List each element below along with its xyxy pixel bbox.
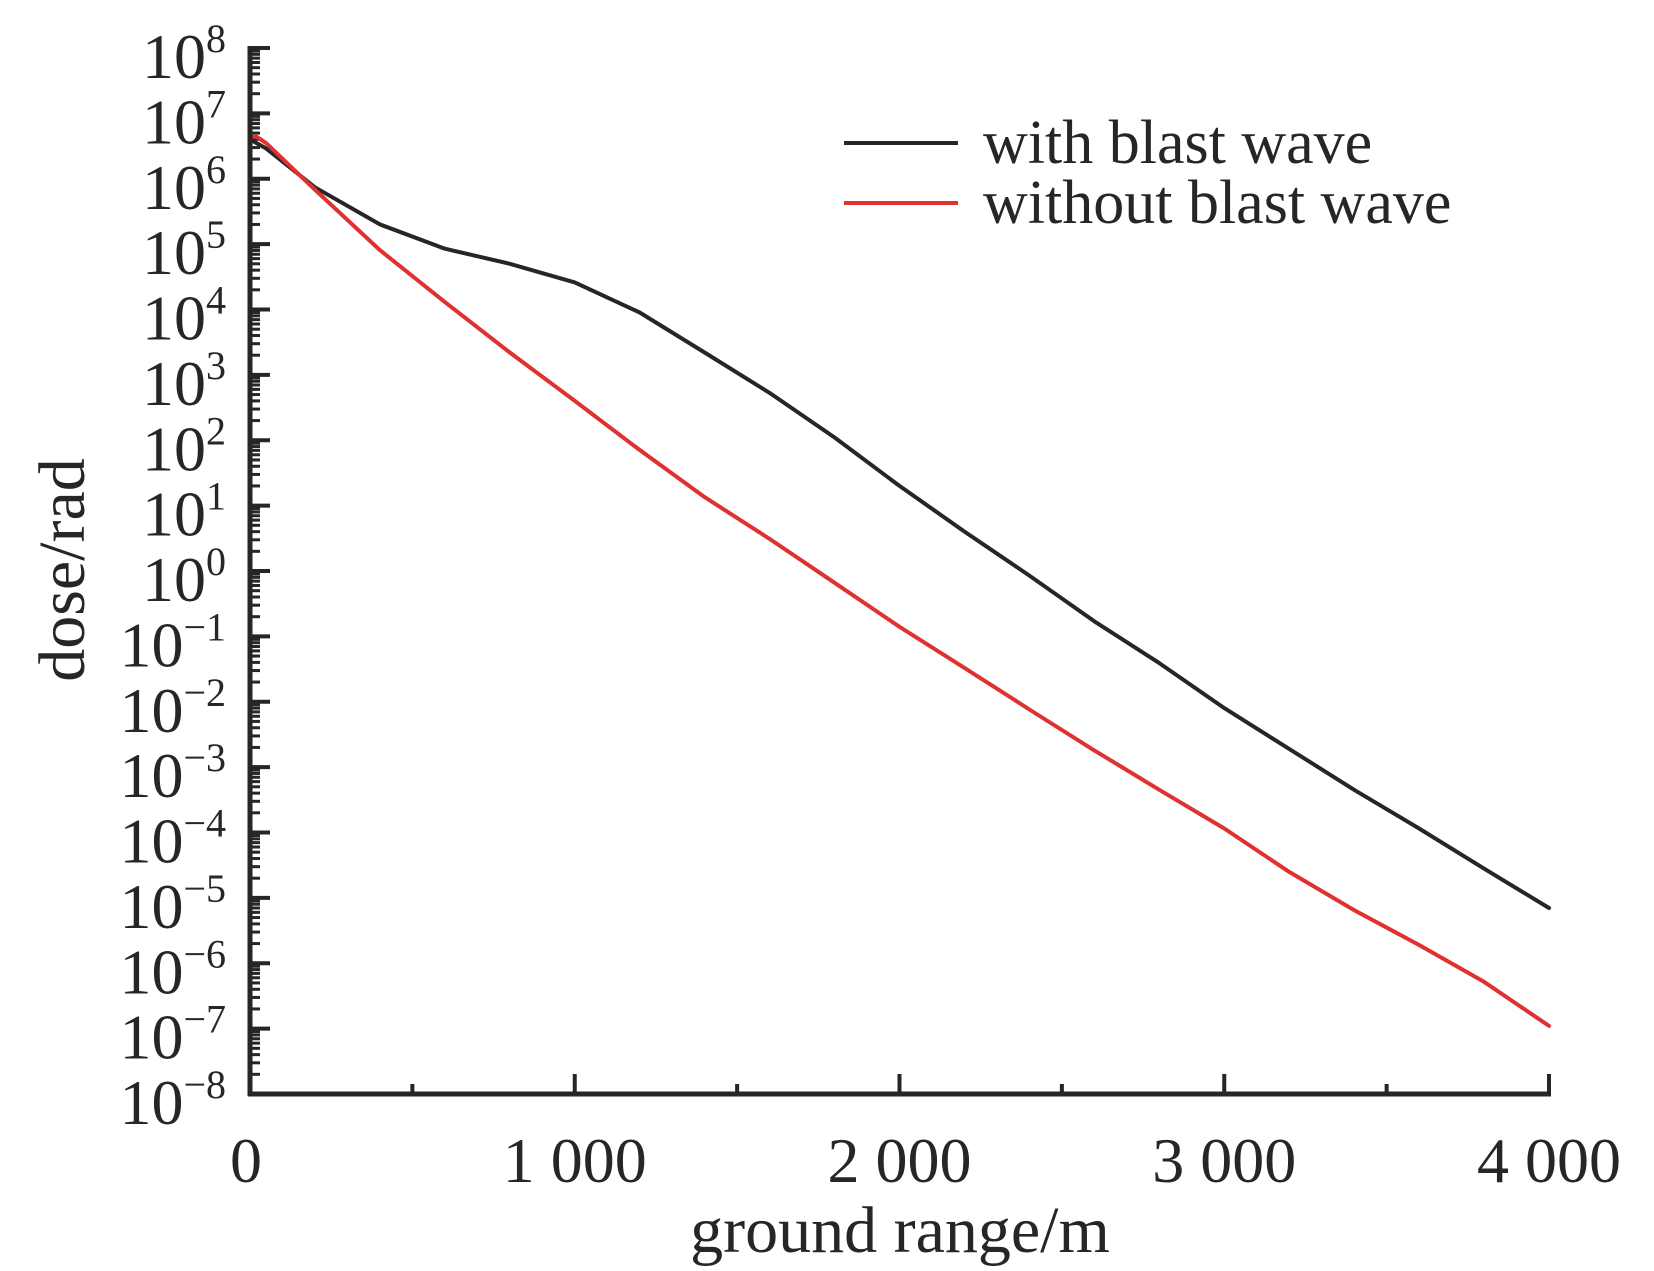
y-tick-exponent: −1 bbox=[183, 604, 226, 649]
y-tick-label: 104 bbox=[142, 278, 226, 354]
series-layer bbox=[248, 134, 1551, 1028]
y-tick-base: 10 bbox=[142, 152, 206, 223]
legend-label-without-blast-wave: without blast wave bbox=[983, 169, 1451, 237]
y-tick-base: 10 bbox=[119, 609, 183, 680]
y-tick-base: 10 bbox=[119, 675, 183, 746]
legend-label-with-blast-wave: with blast wave bbox=[983, 109, 1372, 177]
y-tick-exponent: 5 bbox=[206, 212, 226, 257]
legend-item-with-blast-wave: with blast wave bbox=[844, 109, 1372, 177]
x-tick-label: 2 000 bbox=[828, 1125, 972, 1196]
y-tick-base: 10 bbox=[142, 86, 206, 157]
y-tick-base: 10 bbox=[119, 1067, 183, 1138]
legend: with blast wave without blast wave bbox=[844, 109, 1451, 237]
y-tick-label: 103 bbox=[142, 343, 226, 419]
y-tick-exponent: 3 bbox=[206, 343, 226, 388]
y-tick-exponent: −2 bbox=[183, 670, 226, 715]
y-tick-base: 10 bbox=[119, 936, 183, 1007]
y-tick-base: 10 bbox=[119, 740, 183, 811]
y-tick-base: 10 bbox=[142, 479, 206, 550]
x-tick-label: 4 000 bbox=[1477, 1125, 1621, 1196]
x-axis-tick-labels: 0 1 000 2 000 3 000 4 000 bbox=[230, 1125, 1621, 1196]
y-tick-base: 10 bbox=[142, 283, 206, 354]
y-tick-label: 10−4 bbox=[119, 801, 226, 877]
y-tick-base: 10 bbox=[142, 348, 206, 419]
y-tick-label: 10−1 bbox=[119, 604, 226, 680]
y-tick-base: 10 bbox=[119, 1002, 183, 1073]
x-tick-label: 1 000 bbox=[503, 1125, 647, 1196]
y-tick-exponent: 4 bbox=[206, 278, 226, 323]
y-tick-exponent: −5 bbox=[183, 866, 226, 911]
x-axis-label: ground range/m bbox=[690, 1194, 1110, 1267]
y-tick-label: 10−8 bbox=[119, 1062, 226, 1138]
y-tick-exponent: 6 bbox=[206, 147, 226, 192]
y-tick-base: 10 bbox=[142, 544, 206, 615]
y-tick-label: 10−7 bbox=[119, 997, 226, 1073]
y-tick-label: 106 bbox=[142, 147, 226, 223]
y-tick-exponent: −4 bbox=[183, 801, 226, 846]
y-tick-exponent: −7 bbox=[183, 997, 226, 1042]
y-tick-label: 108 bbox=[142, 16, 226, 92]
legend-item-without-blast-wave: without blast wave bbox=[844, 169, 1451, 237]
y-tick-label: 10−6 bbox=[119, 931, 226, 1007]
y-axis-tick-labels: 10810710610510410310210110010−110−210−31… bbox=[119, 16, 226, 1138]
y-tick-exponent: 0 bbox=[206, 539, 226, 584]
y-axis-label: dose/rad bbox=[26, 458, 99, 682]
y-tick-exponent: −8 bbox=[183, 1062, 226, 1107]
y-axis-ticks bbox=[250, 46, 270, 1096]
y-tick-label: 10−3 bbox=[119, 735, 226, 811]
y-tick-label: 105 bbox=[142, 212, 226, 288]
y-tick-label: 10−2 bbox=[119, 670, 226, 746]
y-tick-label: 100 bbox=[142, 539, 226, 615]
y-tick-label: 107 bbox=[142, 81, 226, 157]
y-tick-label: 101 bbox=[142, 474, 226, 550]
series-line-without-blast-wave bbox=[248, 134, 1551, 1028]
y-tick-base: 10 bbox=[119, 871, 183, 942]
y-tick-exponent: 8 bbox=[206, 16, 226, 61]
y-tick-exponent: 7 bbox=[206, 81, 226, 126]
y-tick-base: 10 bbox=[119, 806, 183, 877]
y-tick-label: 102 bbox=[142, 408, 226, 484]
x-axis-ticks bbox=[410, 1074, 1551, 1094]
y-tick-exponent: −6 bbox=[183, 931, 226, 976]
y-tick-exponent: 2 bbox=[206, 408, 226, 453]
y-tick-base: 10 bbox=[142, 413, 206, 484]
x-tick-label: 0 bbox=[230, 1125, 262, 1196]
x-tick-label: 3 000 bbox=[1152, 1125, 1296, 1196]
y-tick-base: 10 bbox=[142, 21, 206, 92]
series-line-with-blast-wave bbox=[248, 137, 1551, 910]
y-tick-exponent: 1 bbox=[206, 474, 226, 519]
y-tick-base: 10 bbox=[142, 217, 206, 288]
y-tick-exponent: −3 bbox=[183, 735, 226, 780]
y-tick-label: 10−5 bbox=[119, 866, 226, 942]
